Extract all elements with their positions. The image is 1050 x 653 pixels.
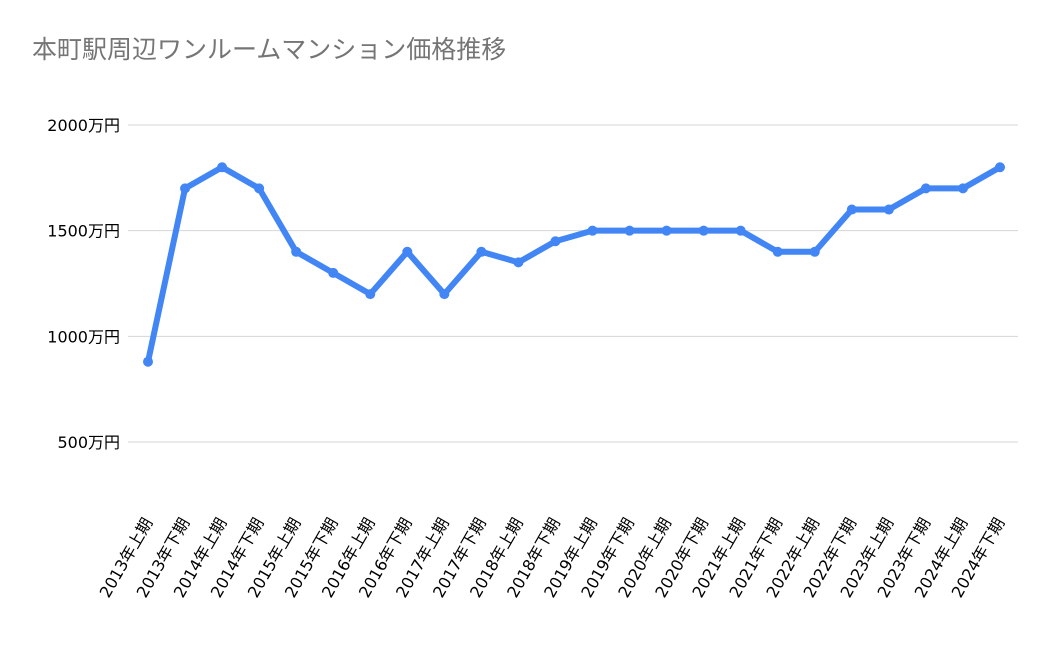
series bbox=[143, 162, 1005, 367]
data-point bbox=[846, 204, 857, 215]
y-tick-label: 1000万円 bbox=[47, 327, 120, 346]
gridlines bbox=[128, 124, 1018, 443]
series-line bbox=[145, 164, 1003, 365]
y-tick-label: 1500万円 bbox=[47, 222, 120, 241]
x-axis: 2013年上期2013年下期2014年上期2014年下期2015年上期2015年… bbox=[96, 515, 1009, 601]
data-point bbox=[883, 204, 894, 215]
data-point bbox=[772, 246, 783, 257]
data-point bbox=[809, 246, 820, 257]
data-point bbox=[995, 162, 1005, 173]
data-point bbox=[550, 236, 561, 247]
data-point bbox=[365, 289, 376, 300]
data-point bbox=[735, 225, 746, 236]
y-axis: 500万円 1000万円 1500万円 2000万円 bbox=[47, 116, 120, 452]
data-point bbox=[698, 225, 709, 236]
y-tick-label: 500万円 bbox=[57, 433, 120, 452]
data-point bbox=[513, 257, 524, 268]
data-point bbox=[217, 162, 228, 173]
data-point bbox=[661, 225, 672, 236]
data-point bbox=[328, 267, 339, 278]
data-point bbox=[402, 246, 413, 257]
data-point bbox=[143, 356, 153, 367]
data-point bbox=[476, 246, 487, 257]
y-tick-label: 2000万円 bbox=[47, 116, 120, 135]
data-point bbox=[180, 183, 191, 194]
data-point bbox=[920, 183, 931, 194]
chart-title: 本町駅周辺ワンルームマンション価格推移 bbox=[32, 35, 507, 64]
data-point bbox=[624, 225, 635, 236]
data-point bbox=[957, 183, 968, 194]
data-point bbox=[291, 246, 302, 257]
data-point bbox=[587, 225, 598, 236]
data-point bbox=[254, 183, 265, 194]
data-point bbox=[439, 289, 450, 300]
